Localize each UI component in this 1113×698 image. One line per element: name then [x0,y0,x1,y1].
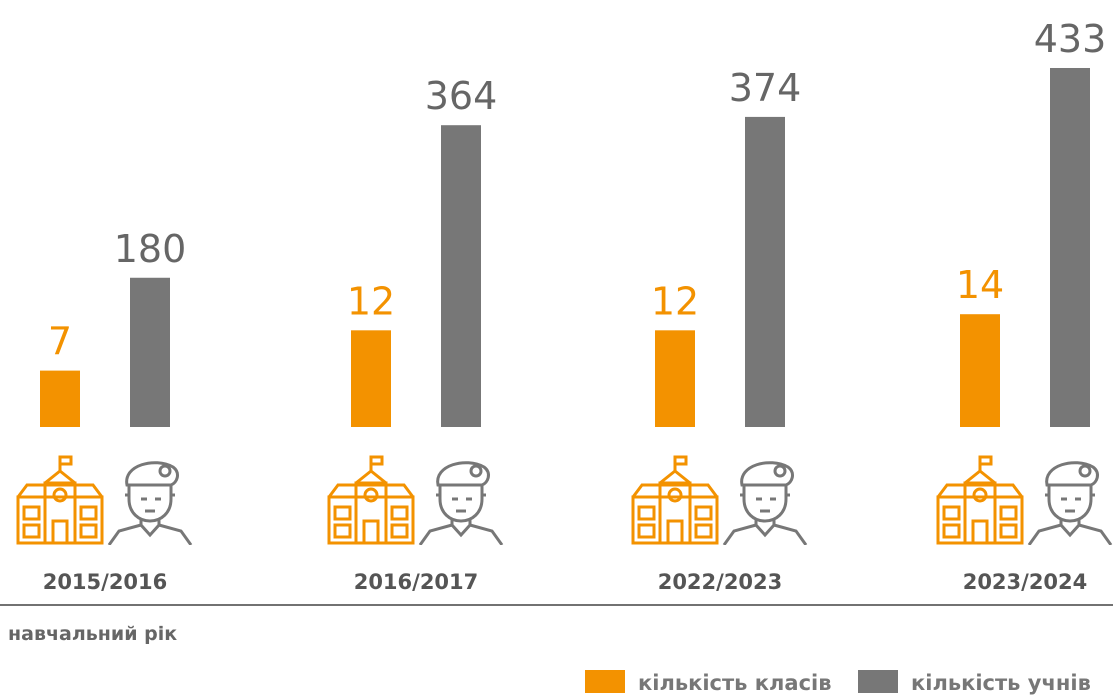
value-label: 7 [48,320,72,364]
legend-label: кількість учнів [911,671,1091,695]
bar [40,370,80,427]
bar [655,330,695,427]
legend-label: кількість класів [638,671,832,695]
bar [745,116,785,427]
bar [351,330,391,427]
soldier-icon [1027,461,1113,545]
legend-swatch [858,670,898,693]
value-label: 14 [956,263,1004,307]
value-label: 12 [651,279,699,323]
value-label: 180 [114,227,187,271]
value-label: 433 [1034,17,1107,61]
bar [130,277,170,427]
value-label: 12 [347,279,395,323]
soldier-icon [722,461,808,545]
soldier-icon [107,461,193,545]
x-tick-label: 2015/2016 [43,570,168,594]
bar [1050,67,1090,428]
x-tick-label: 2016/2017 [354,570,479,594]
soldier-icon [418,461,504,545]
bar [960,314,1000,427]
bar [441,125,481,427]
x-tick-label: 2023/2024 [963,570,1088,594]
school-icon [16,455,104,545]
legend-swatch [585,670,625,693]
school-icon [327,455,415,545]
value-label: 364 [425,74,498,118]
school-icon [631,455,719,545]
value-label: 374 [729,66,802,110]
x-axis-label: навчальний рік [8,623,177,645]
school-icon [936,455,1024,545]
x-tick-label: 2022/2023 [658,570,783,594]
